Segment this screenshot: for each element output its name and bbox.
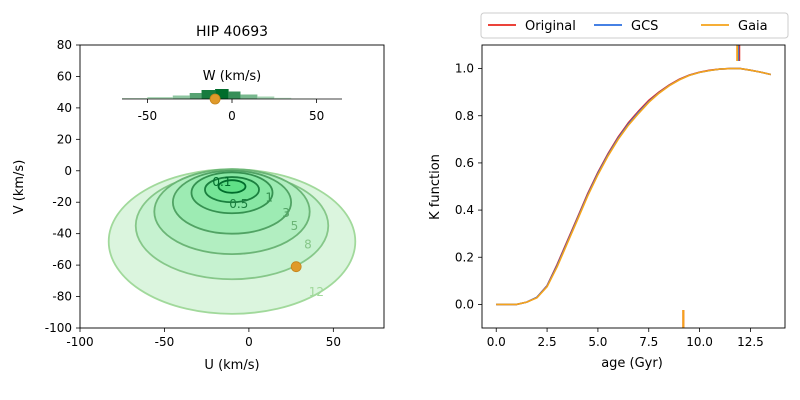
inset-histogram-bin — [228, 91, 241, 99]
contour-label-8: 8 — [304, 238, 312, 252]
right-x-axis-label: age (Gyr) — [601, 356, 663, 371]
series-line-gcs — [496, 67, 771, 306]
right-y-axis-label: K function — [428, 154, 443, 220]
legend-label-gcs: GCS — [631, 19, 658, 34]
right-y-tick-label: 0.2 — [455, 250, 474, 264]
right-x-tick-label: 0.0 — [487, 335, 506, 349]
left-x-tick-label: 0 — [245, 335, 253, 349]
star-w-marker — [209, 93, 221, 105]
left-x-tick-label: 50 — [326, 335, 341, 349]
inset-histogram-bin — [257, 96, 275, 99]
legend: Original GCS Gaia — [480, 12, 789, 39]
left-y-tick-label: 60 — [57, 69, 72, 83]
left-x-tick-label: -100 — [66, 335, 93, 349]
contour-level-0-1 — [217, 179, 247, 194]
left-y-tick-label: 80 — [57, 38, 72, 52]
contour-group — [107, 168, 357, 315]
contour-label-1: 1 — [265, 191, 273, 205]
contour-label-0-5: 0.5 — [229, 197, 248, 211]
contour-label-0-1: 0.1 — [212, 175, 231, 189]
right-plot-frame — [481, 44, 786, 329]
legend-label-gaia: Gaia — [738, 19, 768, 34]
right-y-tick-label: 1.0 — [455, 62, 474, 76]
left-y-tick-label: 40 — [57, 101, 72, 115]
w-velocity-inset: W (km/s) -50 0 50 — [122, 69, 342, 123]
right-y-tick-label: 0.6 — [455, 156, 474, 170]
left-x-tick-label: -50 — [155, 335, 175, 349]
right-axis-ticks: 0.0 2.5 5.0 7.5 10.0 12.5 0.0 0.2 0.4 0.6 0.8 1.0 — [455, 62, 764, 349]
inset-title: W (km/s) — [203, 69, 261, 84]
left-x-axis-label: U (km/s) — [204, 358, 259, 373]
left-panel-title: HIP 40693 — [196, 24, 268, 40]
right-x-tick-label: 2.5 — [538, 335, 557, 349]
inset-tick-label: 50 — [309, 109, 324, 123]
contour-label-12: 12 — [309, 285, 324, 299]
inset-histogram-bin — [172, 95, 190, 99]
series-line-original — [496, 67, 771, 306]
inset-histogram-bin — [122, 98, 148, 99]
right-panel-k-function: 0.0 2.5 5.0 7.5 10.0 12.5 0.0 0.2 0.4 0.6 0.8 1.0 a… — [428, 12, 789, 371]
series-line-gaia — [496, 67, 771, 306]
legend-label-original: Original — [525, 19, 576, 34]
star-uv-marker — [290, 261, 302, 273]
right-x-tick-label: 5.0 — [588, 335, 607, 349]
left-y-tick-label: 0 — [64, 164, 72, 178]
inset-tick-label: 0 — [228, 109, 236, 123]
inset-histogram — [122, 89, 342, 105]
inset-ticks: -50 0 50 — [138, 99, 324, 123]
right-x-tick-label: 12.5 — [737, 335, 764, 349]
left-plot-frame — [79, 44, 385, 329]
left-y-tick-label: -40 — [52, 227, 72, 241]
inset-tick-label: -50 — [138, 109, 158, 123]
right-y-tick-label: 0.4 — [455, 203, 474, 217]
legend-box — [480, 12, 789, 39]
inset-histogram-bin — [240, 94, 258, 99]
left-y-tick-label: -100 — [45, 321, 72, 335]
left-y-tick-label: -60 — [52, 258, 72, 272]
right-y-tick-label: 0.8 — [455, 109, 474, 123]
inset-histogram-bin — [147, 97, 173, 99]
right-y-tick-label: 0.0 — [455, 297, 474, 311]
left-y-tick-label: 20 — [57, 132, 72, 146]
inset-histogram-bin — [274, 97, 292, 99]
series-lines — [496, 67, 771, 306]
inset-histogram-bin — [215, 89, 229, 99]
age-markers — [682, 45, 741, 328]
inset-histogram-bin — [201, 90, 216, 99]
contour-label-3: 3 — [282, 206, 290, 220]
left-y-axis-label: V (km/s) — [12, 160, 27, 215]
right-x-tick-label: 7.5 — [639, 335, 658, 349]
contour-label-5: 5 — [291, 219, 299, 233]
left-y-tick-label: -80 — [52, 290, 72, 304]
right-x-tick-label: 10.0 — [686, 335, 713, 349]
inset-histogram-bin — [189, 93, 202, 99]
left-y-tick-label: -20 — [52, 195, 72, 209]
